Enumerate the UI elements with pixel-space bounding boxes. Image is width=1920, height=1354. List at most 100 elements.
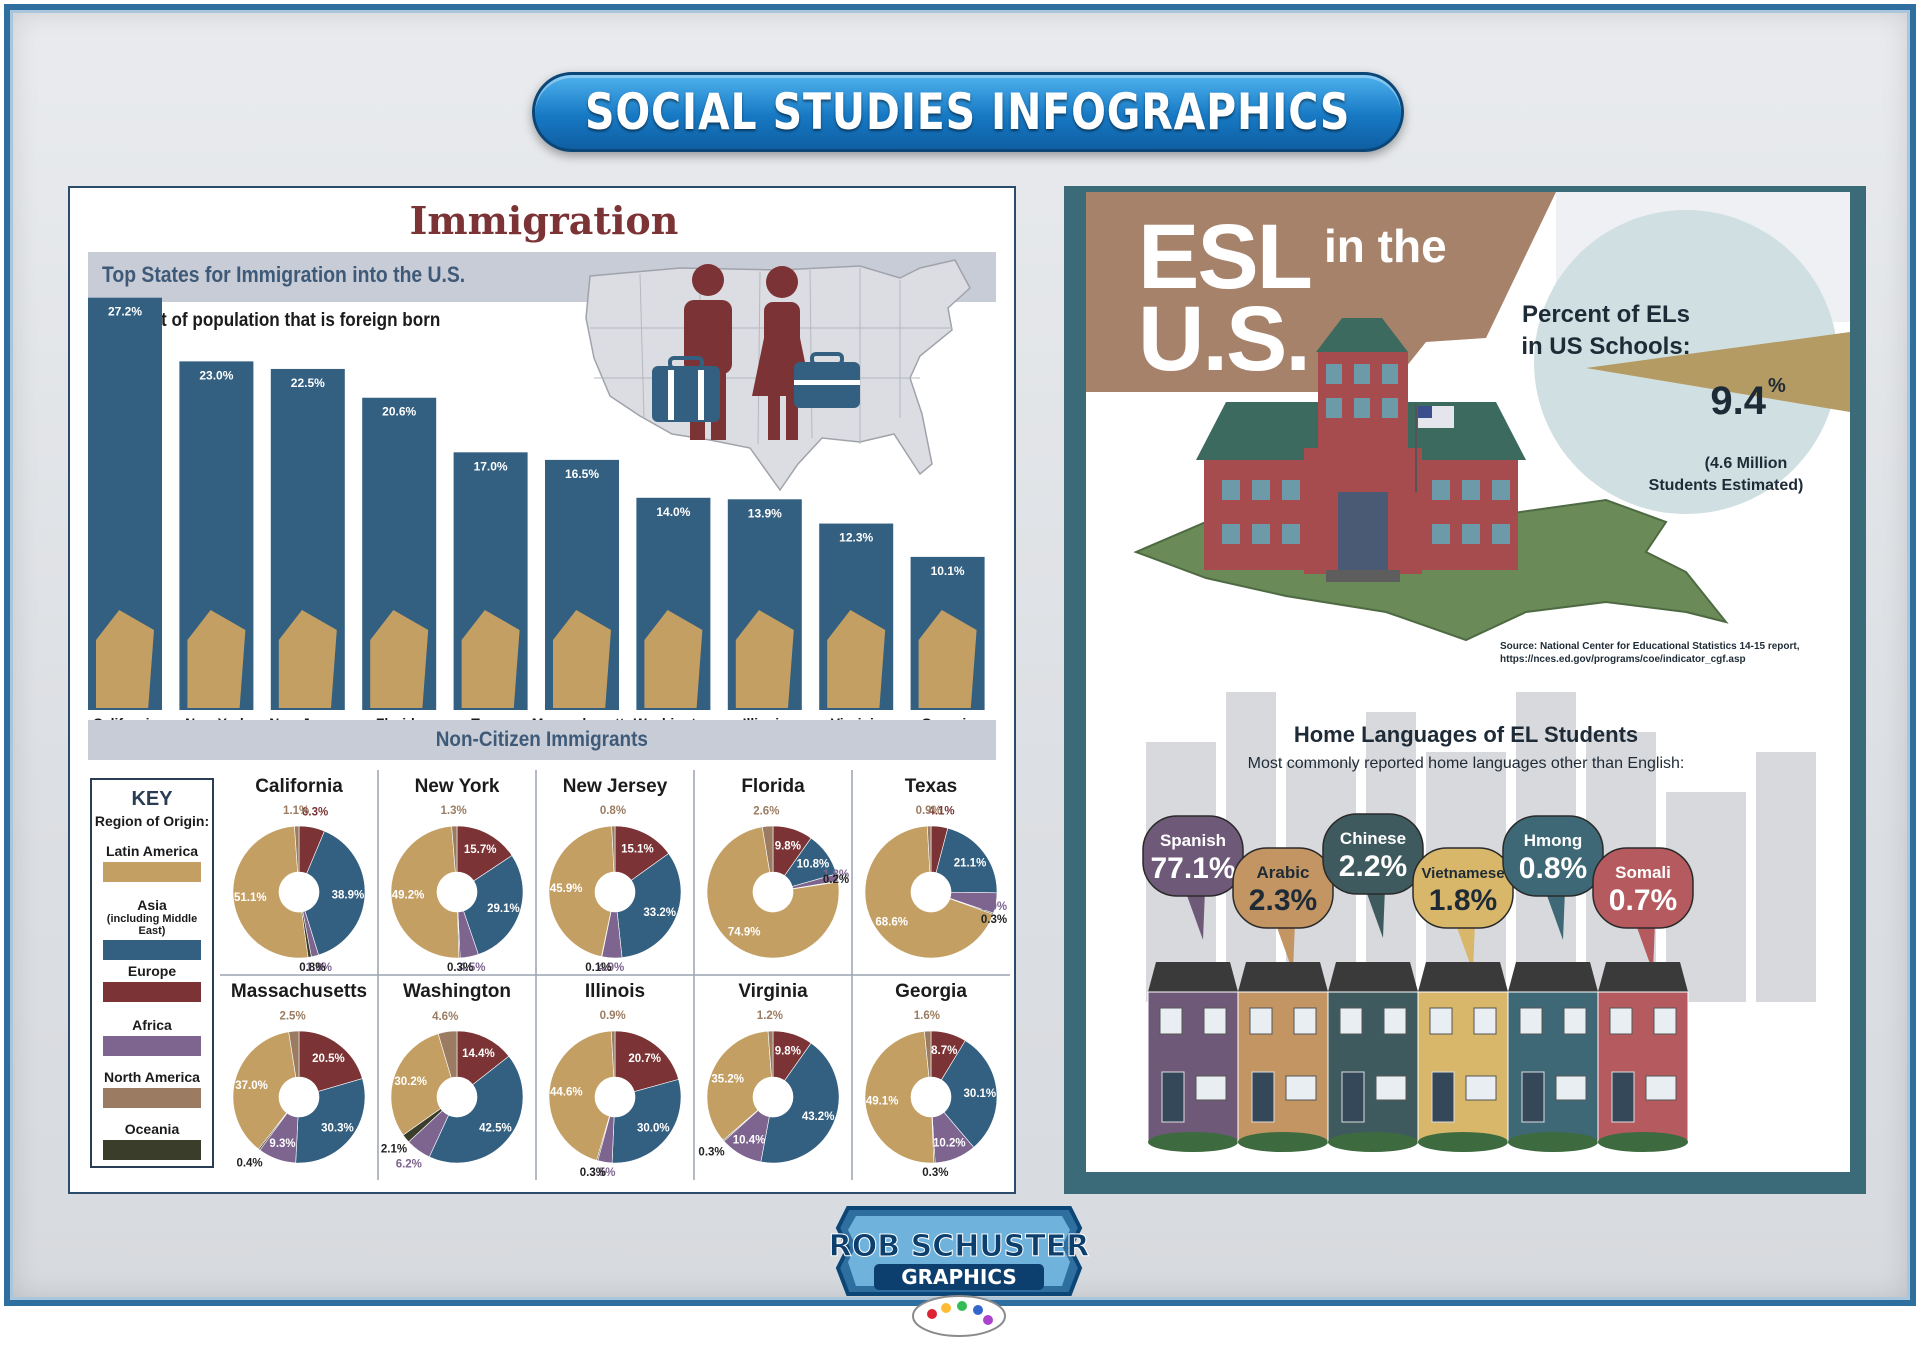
donut-value-label: 37.0% [235, 1080, 268, 1092]
donut-value-label: 51.1% [234, 892, 267, 904]
key-title: KEY [92, 788, 212, 811]
svg-text:GRAPHICS: GRAPHICS [901, 1265, 1017, 1289]
donut-value-label: 30.1% [964, 1088, 997, 1100]
bar-value-label: 27.2% [108, 305, 142, 319]
foreign-born-bar-chart: 27.2%California23.0%New York22.5%New Jer… [70, 188, 1018, 728]
house-door [1252, 1072, 1274, 1122]
house-door [1612, 1072, 1634, 1122]
donut-value-label: 0.3% [447, 962, 473, 974]
source-line-1: Source: National Center for Educational … [1500, 641, 1800, 652]
language-percent: 0.8% [1519, 852, 1587, 885]
hedge [1238, 1132, 1328, 1152]
key-item-asia: Asia (including Middle East) [92, 898, 212, 960]
donut-value-label: 29.1% [487, 903, 520, 915]
donut-title: New York [415, 776, 500, 797]
bar-value-label: 10.1% [931, 564, 965, 578]
house-window [1286, 1076, 1316, 1100]
donut-value-label: 30.3% [321, 1122, 354, 1134]
bar-value-label: 12.3% [839, 531, 873, 545]
donut-hole [279, 1077, 319, 1117]
donut-hole [753, 1077, 793, 1117]
key-swatch [103, 862, 201, 882]
donut-hole [595, 1077, 635, 1117]
el-percent-sign: % [1768, 375, 1786, 397]
donut-value-label: 6.2% [396, 1158, 422, 1170]
donut-value-label: 0.4% [236, 1157, 262, 1169]
donut-value-label: 49.2% [392, 890, 425, 902]
house-window [1520, 1008, 1542, 1034]
donut-value-label: 49.1% [866, 1096, 899, 1108]
donut-value-label: 0.2% [823, 874, 849, 886]
key-item-africa: Africa [92, 1018, 212, 1056]
donut-value-label: 0.3% [981, 914, 1007, 926]
hedge [1598, 1132, 1688, 1152]
house-door [1522, 1072, 1544, 1122]
house-window [1160, 1008, 1182, 1034]
house-window [1564, 1008, 1586, 1034]
language-name: Vietnamese [1421, 865, 1504, 882]
source-line-2: https://nces.ed.gov/programs/coe/indicat… [1500, 654, 1746, 665]
donut-value-label: 21.1% [954, 857, 987, 869]
hedge [1148, 1132, 1238, 1152]
house-door [1432, 1072, 1454, 1122]
donut-hole [753, 872, 793, 912]
donut-value-label: 2.5% [279, 1010, 305, 1022]
language-percent: 2.3% [1249, 884, 1317, 917]
esl-title-small: in the [1324, 220, 1447, 272]
donut-value-label: 1.3% [441, 805, 467, 817]
donut-value-label: 2.1% [381, 1144, 407, 1156]
donut-value-label: 68.6% [875, 916, 908, 928]
title-banner: SOCIAL STUDIES INFOGRAPHICS [532, 72, 1404, 152]
donut-value-label: 35.2% [711, 1073, 744, 1085]
languages-subtitle: Most commonly reported home languages ot… [1248, 755, 1685, 772]
house-window [1376, 1076, 1406, 1100]
key-swatch [103, 982, 201, 1002]
donut-value-label: 30.2% [394, 1076, 427, 1088]
bar-value-label: 23.0% [199, 368, 233, 382]
key-label: Asia [92, 898, 212, 913]
immigration-panel: Immigration Top States for Immigration i… [68, 186, 1016, 1194]
donut-value-label: 44.6% [550, 1086, 583, 1098]
donut-value-label: 0.3% [580, 1167, 606, 1179]
donut-value-label: 0.9% [916, 805, 942, 817]
key-label: Latin America [92, 844, 212, 859]
donut-value-label: 45.9% [550, 883, 583, 895]
house-roof [1508, 962, 1598, 992]
house-window [1466, 1076, 1496, 1100]
donut-hole [595, 872, 635, 912]
house-window [1654, 1008, 1676, 1034]
key-swatch [103, 1036, 201, 1056]
donut-value-label: 20.7% [628, 1053, 661, 1065]
banner-title: SOCIAL STUDIES INFOGRAPHICS [585, 83, 1350, 141]
bar-value-label: 20.6% [382, 405, 416, 419]
donut-value-label: 0.3% [698, 1146, 724, 1158]
bar-value-label: 13.9% [748, 506, 782, 520]
donut-value-label: 9.3% [269, 1138, 295, 1150]
key-label: Europe [92, 964, 212, 979]
house-roof [1238, 962, 1328, 992]
house-window [1430, 1008, 1452, 1034]
key-label: North America [92, 1070, 212, 1085]
el-percent-value: 9.4 [1710, 379, 1766, 423]
donut-value-label: 43.2% [802, 1111, 835, 1123]
donut-title: California [255, 776, 343, 797]
el-percent-note-1: (4.6 Million [1705, 455, 1788, 472]
el-percent-title-2: in US Schools: [1521, 333, 1690, 360]
donut-value-label: 0.3% [922, 1167, 948, 1179]
donut-value-label: 30.0% [637, 1123, 670, 1135]
key-subtitle: Region of Origin: [92, 813, 212, 829]
donut-value-label: 42.5% [479, 1122, 512, 1134]
donut-value-label: 2.6% [753, 805, 779, 817]
donut-value-label: 10.4% [733, 1135, 766, 1147]
noncitizen-donut-grid: California6.3%38.9%1.8%0.8%51.1%1.1%New … [220, 770, 1010, 1180]
donut-value-label: 33.2% [643, 907, 676, 919]
svg-text:ROB SCHUSTER: ROB SCHUSTER [829, 1229, 1090, 1264]
donut-value-label: 8.7% [931, 1045, 957, 1057]
el-percent-note-2: Students Estimated) [1649, 477, 1804, 494]
donut-value-label: 1.1% [283, 805, 309, 817]
donut-title: Texas [905, 776, 957, 797]
region-key: KEY Region of Origin: Latin America Asia… [90, 778, 214, 1168]
house-window [1294, 1008, 1316, 1034]
bar-value-label: 17.0% [474, 459, 508, 473]
row-houses [1148, 962, 1688, 1152]
